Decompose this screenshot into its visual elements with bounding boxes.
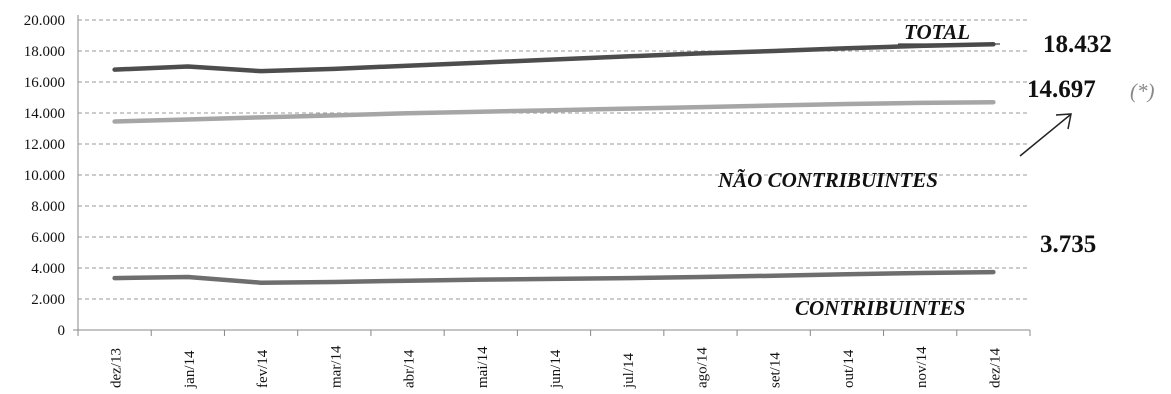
x-tick-label: dez/13 — [109, 348, 125, 388]
x-tick-label: set/14 — [768, 352, 784, 388]
end-label-nao-contribuintes: 14.697 — [1027, 76, 1096, 103]
series-label-nao-contribuintes: NÃO CONTRIBUINTES — [717, 168, 938, 192]
y-tick-label: 8.000 — [31, 199, 65, 215]
y-axis-ticks: 0 2.000 4.000 6.000 8.000 10.000 12.000 14.000 1… — [24, 13, 65, 339]
x-axis-ticks: dez/13 jan/14 fev/14 mar/14 abr/14 mai/14 jun/… — [109, 345, 1004, 389]
x-tick-label: abr/14 — [402, 349, 418, 388]
y-tick-label: 2.000 — [31, 292, 65, 308]
end-label-total: 18.432 — [1043, 31, 1112, 58]
series-line-contribuintes — [112, 269, 996, 285]
end-label-contribuintes: 3.735 — [1040, 231, 1096, 258]
series-lines — [112, 42, 996, 285]
x-tick-label: out/14 — [841, 349, 857, 388]
y-tick-label: 12.000 — [24, 137, 65, 153]
series-line-n-o-contribuintes — [112, 99, 996, 124]
arrow-annotation — [1019, 113, 1072, 157]
x-tick-label: ago/14 — [694, 347, 710, 388]
x-tick-label: jan/14 — [182, 350, 198, 389]
series-label-contribuintes: CONTRIBUINTES — [795, 296, 965, 320]
footnote-marker: (*) — [1130, 79, 1155, 103]
y-tick-label: 0 — [58, 323, 66, 339]
x-tick-label: mar/14 — [328, 345, 344, 388]
y-tick-label: 4.000 — [31, 261, 65, 277]
x-tick-label: nov/14 — [914, 346, 930, 388]
y-tick-label: 14.000 — [24, 106, 65, 122]
y-tick-label: 16.000 — [24, 75, 65, 91]
series-label-total: TOTAL — [904, 20, 970, 44]
x-tick-label: jul/14 — [621, 352, 637, 389]
y-tick-label: 18.000 — [24, 44, 65, 60]
y-tick-label: 6.000 — [31, 230, 65, 246]
y-tick-label: 20.000 — [24, 13, 65, 29]
x-tick-label: dez/14 — [987, 348, 1003, 388]
x-tick-label: mai/14 — [475, 346, 491, 388]
x-tick-label: fev/14 — [255, 349, 271, 388]
gridlines — [73, 15, 1031, 336]
x-tick-label: jun/14 — [548, 349, 564, 389]
y-tick-label: 10.000 — [24, 168, 65, 184]
series-line-total — [112, 42, 996, 74]
